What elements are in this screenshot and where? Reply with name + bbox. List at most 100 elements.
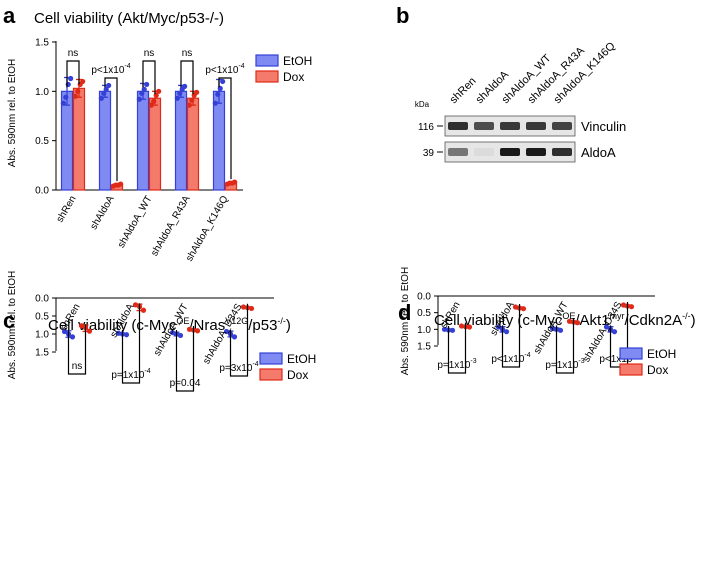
data-point — [140, 307, 147, 313]
legend-label-etoh: EtOH — [287, 352, 316, 366]
data-point — [512, 304, 519, 310]
category-label: shRen — [55, 194, 79, 225]
significance-label: ns — [182, 48, 193, 59]
significance-bracket — [142, 60, 156, 95]
panel-label: c — [3, 308, 15, 333]
chart-panel-d: d Cell viability (c-MycOE/Akt1myr/Cdkn2A-… — [398, 267, 696, 377]
chart-panel-c: c Cell viability (c-MycOE/NrasV12G/p53-/-… — [3, 271, 316, 392]
significance-bracket — [180, 60, 194, 95]
data-point — [574, 320, 581, 326]
kda-label: kDa — [415, 100, 430, 109]
significance-bracket — [175, 326, 195, 392]
data-point — [495, 324, 502, 330]
significance-bracket — [555, 318, 575, 374]
data-point — [139, 90, 145, 96]
data-point — [220, 78, 226, 85]
data-point — [232, 179, 238, 185]
data-point — [466, 324, 473, 330]
data-point — [60, 100, 66, 106]
title-superscript: V12G — [225, 316, 248, 326]
y-tick-label: 1.0 — [35, 87, 49, 98]
significance-exponent: -3 — [470, 358, 476, 365]
significance-text: ns — [68, 48, 79, 59]
title-superscript: myr — [610, 311, 625, 321]
title-superscript: -/- — [277, 316, 286, 326]
title-superscript: OE — [562, 311, 575, 321]
significance-text: p=1x10 — [545, 360, 579, 371]
significance-bracket — [121, 303, 141, 384]
data-point — [240, 304, 247, 310]
data-point — [212, 100, 218, 106]
data-point — [177, 90, 183, 96]
title-text: /p53 — [248, 317, 277, 334]
data-point — [98, 95, 104, 101]
category-label: shAldoA_K146Q — [184, 194, 231, 264]
data-point — [189, 97, 195, 103]
data-point — [194, 328, 201, 334]
y-tick-label: 0.0 — [35, 186, 49, 197]
significance-bracket — [218, 77, 232, 180]
chart-title: Cell viability (c-MycOE/NrasV12G/p53-/-) — [48, 316, 291, 334]
significance-text: p=3x10 — [219, 363, 253, 374]
blot-band — [500, 122, 520, 130]
significance-exponent: -4 — [124, 63, 130, 70]
data-point — [156, 88, 162, 94]
bar-etoh — [60, 90, 74, 191]
significance-exponent: -4 — [252, 361, 258, 368]
data-point — [194, 89, 200, 95]
significance-bracket — [66, 60, 80, 88]
significance-bracket — [609, 302, 629, 368]
protein-label: Vinculin — [581, 119, 626, 134]
data-point — [182, 83, 188, 89]
legend-swatch-dox — [619, 363, 643, 376]
y-tick-label: 1.0 — [35, 330, 49, 341]
significance-label: p<1x10-4 — [91, 63, 130, 76]
y-tick-label: 1.0 — [417, 325, 431, 336]
kda-marker: 39 — [423, 148, 435, 159]
data-point — [80, 78, 86, 85]
significance-bracket — [67, 324, 87, 375]
data-point — [177, 332, 184, 339]
data-point — [103, 86, 109, 92]
data-point — [72, 93, 78, 99]
y-axis-label: Abs. 590nm rel. to EtOH — [400, 267, 411, 375]
data-point — [549, 325, 556, 331]
legend-swatch-dox — [255, 70, 279, 83]
data-point — [141, 86, 147, 92]
data-point — [231, 334, 238, 340]
category-label: shAldoA_R43A — [149, 194, 193, 259]
chart-title: Cell viability (Akt/Myc/p53-/-) — [34, 10, 224, 27]
panel-label: b — [396, 3, 409, 28]
data-point — [69, 334, 76, 340]
significance-text: ns — [144, 48, 155, 59]
data-point — [186, 102, 192, 108]
data-point — [503, 329, 510, 335]
data-point — [628, 304, 635, 310]
legend-label-etoh: EtOH — [283, 54, 312, 68]
legend-label-dox: Dox — [283, 70, 304, 84]
blot-band — [500, 148, 520, 156]
data-point — [520, 306, 527, 312]
data-point — [151, 98, 157, 104]
data-point — [61, 328, 68, 335]
bar-dox — [186, 97, 200, 191]
data-point — [620, 302, 627, 308]
significance-exponent: -4 — [524, 352, 530, 359]
bar-etoh — [136, 90, 150, 191]
blot-band — [552, 122, 572, 130]
y-axis-label: Abs. 590nm rel. to EtOH — [7, 59, 18, 167]
significance-label: ns — [72, 361, 83, 372]
significance-bracket — [229, 303, 249, 377]
y-tick-label: 1.5 — [35, 38, 49, 49]
title-text: /Cdkn2A — [625, 312, 683, 329]
significance-text: p<1x10 — [205, 65, 239, 76]
legend-label-etoh: EtOH — [647, 347, 676, 361]
data-point — [449, 327, 456, 333]
y-tick-label: 0.5 — [35, 312, 49, 323]
data-point — [169, 329, 176, 336]
significance-label: ns — [68, 48, 79, 59]
chart-panel-a: a Cell viability (Akt/Myc/p53-/-) 0.0 0.5 1.… — [3, 3, 312, 264]
blot-band — [474, 122, 494, 130]
legend-label-dox: Dox — [287, 368, 308, 382]
title-superscript: -/- — [682, 311, 691, 321]
